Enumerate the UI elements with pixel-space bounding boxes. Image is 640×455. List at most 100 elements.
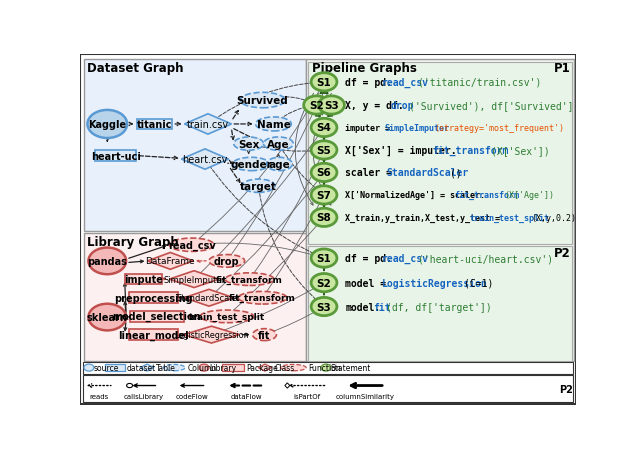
FancyBboxPatch shape (222, 364, 244, 371)
Circle shape (88, 248, 126, 275)
Circle shape (311, 164, 337, 182)
Ellipse shape (225, 273, 274, 286)
Text: P2: P2 (559, 384, 573, 394)
Text: Dataset Graph: Dataset Graph (88, 61, 184, 75)
Text: X['NormalizedAge'] = scaler.: X['NormalizedAge'] = scaler. (346, 191, 485, 200)
FancyBboxPatch shape (84, 234, 306, 361)
Text: columnSimilarity: columnSimilarity (336, 394, 395, 399)
Text: Class: Class (275, 364, 294, 372)
Text: (X['Sex']): (X['Sex']) (491, 146, 550, 156)
Text: dataFlow: dataFlow (230, 394, 262, 399)
Circle shape (311, 142, 337, 160)
Text: fit: fit (372, 302, 390, 312)
Text: LogisticRegression: LogisticRegression (174, 330, 249, 339)
Text: S2: S2 (309, 101, 324, 111)
Ellipse shape (255, 118, 291, 131)
Text: age: age (269, 160, 291, 170)
Circle shape (88, 111, 127, 139)
Text: S5: S5 (317, 146, 332, 156)
Text: impute: impute (124, 274, 163, 284)
Circle shape (311, 274, 337, 292)
Text: S1: S1 (317, 78, 332, 88)
Text: heart-uci: heart-uci (91, 151, 141, 161)
FancyBboxPatch shape (306, 60, 573, 361)
Text: Name: Name (257, 120, 291, 130)
Circle shape (311, 119, 337, 137)
Ellipse shape (240, 93, 285, 109)
Ellipse shape (234, 137, 264, 151)
Text: preprocessing: preprocessing (114, 293, 193, 303)
Text: train_test_split: train_test_split (469, 213, 549, 222)
Text: SimpleImputer: SimpleImputer (163, 275, 225, 284)
Text: StandardScaler: StandardScaler (387, 168, 468, 178)
Text: Statement: Statement (331, 364, 371, 372)
Text: df = pd.: df = pd. (346, 78, 392, 88)
FancyBboxPatch shape (83, 375, 573, 402)
Text: ('heart-uci/heart.csv'): ('heart-uci/heart.csv') (418, 253, 554, 263)
Text: (df, df['target']): (df, df['target']) (387, 302, 492, 312)
Polygon shape (184, 327, 239, 343)
Text: codeFlow: codeFlow (175, 394, 208, 399)
Circle shape (311, 187, 337, 205)
Text: S2: S2 (317, 278, 332, 288)
Ellipse shape (209, 255, 244, 268)
Text: (): () (450, 168, 462, 178)
Text: S6: S6 (317, 168, 332, 178)
Text: Kaggle: Kaggle (88, 120, 126, 130)
Text: X['Sex'] = imputer.: X['Sex'] = imputer. (346, 146, 457, 156)
FancyBboxPatch shape (95, 151, 136, 162)
Text: S7: S7 (317, 191, 332, 201)
Text: source: source (94, 364, 119, 372)
Text: fit_transform: fit_transform (454, 191, 519, 200)
Circle shape (311, 74, 337, 92)
Text: read_csv: read_csv (168, 240, 216, 250)
Text: X, y = df.: X, y = df. (346, 101, 404, 111)
Polygon shape (169, 271, 219, 288)
Text: (X['Age']): (X['Age']) (504, 191, 554, 200)
Text: drop: drop (391, 101, 414, 111)
Text: Library: Library (209, 364, 236, 372)
Ellipse shape (170, 238, 214, 252)
Text: (strategy='most_frequent'): (strategy='most_frequent') (435, 124, 564, 133)
Text: (C=1): (C=1) (464, 278, 493, 288)
Text: fit_transform: fit_transform (229, 293, 296, 303)
Text: fit_transform: fit_transform (432, 146, 508, 156)
Text: model =: model = (346, 278, 392, 288)
Text: Package: Package (246, 364, 278, 372)
Text: target: target (240, 182, 277, 191)
Ellipse shape (280, 364, 306, 371)
Text: read_csv: read_csv (382, 77, 429, 88)
Circle shape (304, 96, 330, 115)
Text: train_test_split: train_test_split (189, 312, 265, 321)
FancyBboxPatch shape (130, 311, 184, 322)
Polygon shape (140, 364, 154, 371)
Text: dataset: dataset (127, 364, 156, 372)
FancyBboxPatch shape (129, 329, 178, 340)
Text: Function: Function (308, 364, 341, 372)
Text: S1: S1 (317, 253, 332, 263)
Text: Library Graph: Library Graph (88, 236, 179, 249)
Text: S8: S8 (317, 213, 332, 223)
Text: (X,y,0.2): (X,y,0.2) (531, 213, 577, 222)
Text: Table: Table (156, 364, 176, 372)
Ellipse shape (163, 364, 185, 371)
Text: X_train,y_train,X_test,y_test =: X_train,y_train,X_test,y_test = (346, 213, 506, 222)
Text: Column: Column (188, 364, 217, 372)
Text: DataFrame: DataFrame (145, 257, 195, 266)
Circle shape (199, 364, 209, 371)
FancyBboxPatch shape (84, 60, 306, 232)
Ellipse shape (238, 292, 287, 304)
Text: S3: S3 (324, 101, 339, 111)
Ellipse shape (200, 310, 253, 323)
Text: isPartOf: isPartOf (293, 394, 321, 399)
Text: model.: model. (346, 302, 381, 312)
Text: callsLibrary: callsLibrary (124, 394, 164, 399)
FancyBboxPatch shape (81, 55, 575, 404)
Text: LogisticRegression: LogisticRegression (382, 278, 488, 288)
Text: Age: Age (267, 139, 290, 149)
FancyBboxPatch shape (308, 246, 572, 361)
Text: S4: S4 (317, 123, 332, 133)
Polygon shape (147, 253, 193, 270)
Text: fit: fit (259, 330, 271, 340)
Text: gender: gender (230, 160, 272, 170)
